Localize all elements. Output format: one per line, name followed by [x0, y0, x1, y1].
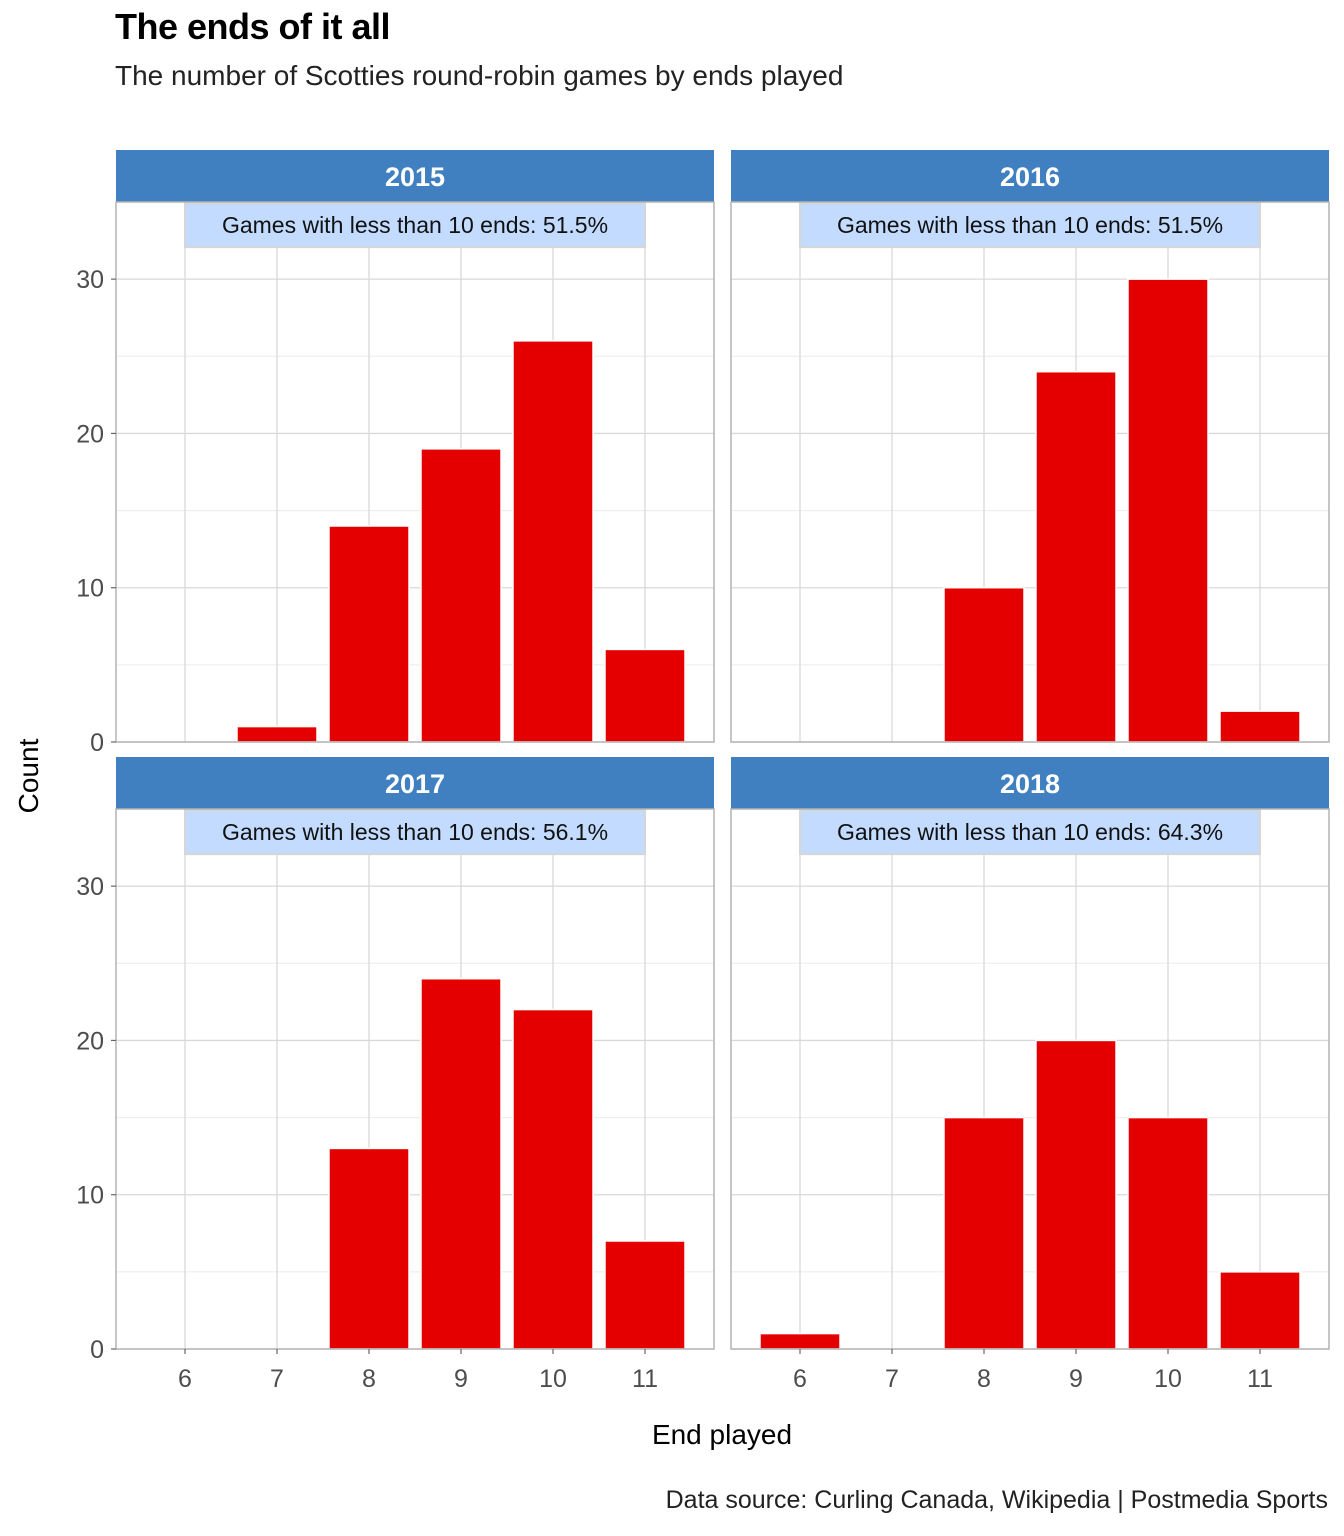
- facet-label: 2015: [385, 162, 445, 192]
- bar-11: [604, 648, 686, 743]
- annotation-label: Games with less than 10 ends: 64.3%: [837, 819, 1223, 845]
- bar-9: [1035, 370, 1117, 743]
- facet-label: 2016: [1000, 162, 1060, 192]
- bar-8: [328, 525, 410, 743]
- x-tick-label: 9: [1069, 1365, 1083, 1393]
- annotation-label: Games with less than 10 ends: 56.1%: [222, 819, 608, 845]
- x-tick-label: 10: [539, 1365, 567, 1393]
- annotation-label: Games with less than 10 ends: 51.5%: [837, 212, 1223, 238]
- panel-2017: 2017 Games with less than 10 ends: 56.1% 0…: [76, 757, 715, 1393]
- annotation-label: Games with less than 10 ends: 51.5%: [222, 212, 608, 238]
- panel-border: [115, 201, 715, 743]
- annotation-box: [184, 809, 646, 856]
- x-tick-label: 11: [632, 1365, 658, 1393]
- facet-label: 2018: [1000, 769, 1060, 799]
- y-tick-label: 30: [76, 873, 104, 901]
- x-tick-label: 8: [362, 1365, 376, 1393]
- panel-2015: 2015 Games with less than 10 ends: 51.5% 0…: [76, 150, 715, 757]
- bar-11: [1219, 1271, 1301, 1350]
- y-tick-label: 10: [76, 575, 104, 603]
- bar-6: [759, 1332, 841, 1350]
- x-tick-label: 11: [1247, 1365, 1273, 1393]
- bar-9: [420, 977, 502, 1350]
- panel-border: [730, 201, 1330, 743]
- annotation-box: [184, 202, 646, 249]
- chart-subtitle: The number of Scotties round-robin games…: [115, 60, 844, 91]
- x-tick-label: 6: [793, 1365, 807, 1393]
- y-tick-label: 0: [90, 729, 104, 757]
- bar-10: [1127, 278, 1209, 743]
- panel-2018: 2018 Games with less than 10 ends: 64.3% 6…: [730, 757, 1330, 1393]
- x-tick-label: 7: [885, 1365, 899, 1393]
- bar-8: [328, 1147, 410, 1350]
- annotation-box: [799, 809, 1261, 856]
- bar-10: [512, 1008, 594, 1350]
- bar-7: [236, 725, 318, 743]
- y-tick-label: 30: [76, 266, 104, 294]
- facet-strip: [116, 150, 714, 202]
- bar-8: [943, 1116, 1025, 1350]
- y-tick-label: 20: [76, 1027, 104, 1055]
- bar-10: [512, 340, 594, 743]
- y-tick-label: 20: [76, 420, 104, 448]
- x-tick-label: 9: [454, 1365, 468, 1393]
- bar-8: [943, 586, 1025, 743]
- y-tick-label: 0: [90, 1336, 104, 1364]
- panel-border: [115, 808, 715, 1350]
- facet-label: 2017: [385, 769, 445, 799]
- bar-11: [1219, 710, 1301, 743]
- chart-caption: Data source: Curling Canada, Wikipedia |…: [665, 1486, 1328, 1514]
- annotation-box: [799, 202, 1261, 249]
- x-axis-title: End played: [652, 1419, 792, 1450]
- bar-9: [1035, 1039, 1117, 1350]
- panel-2016: 2016 Games with less than 10 ends: 51.5%: [730, 150, 1330, 743]
- bar-10: [1127, 1116, 1209, 1350]
- facet-strip: [116, 757, 714, 809]
- x-tick-label: 8: [977, 1365, 991, 1393]
- facet-strip: [731, 757, 1329, 809]
- x-tick-label: 6: [178, 1365, 192, 1393]
- y-axis-title: Count: [13, 738, 44, 813]
- facet-strip: [731, 150, 1329, 202]
- bar-9: [420, 448, 502, 743]
- chart-title: The ends of it all: [115, 6, 391, 47]
- panel-border: [730, 808, 1330, 1350]
- x-tick-label: 7: [270, 1365, 284, 1393]
- bar-11: [604, 1240, 686, 1350]
- y-tick-label: 10: [76, 1182, 104, 1210]
- x-tick-label: 10: [1154, 1365, 1182, 1393]
